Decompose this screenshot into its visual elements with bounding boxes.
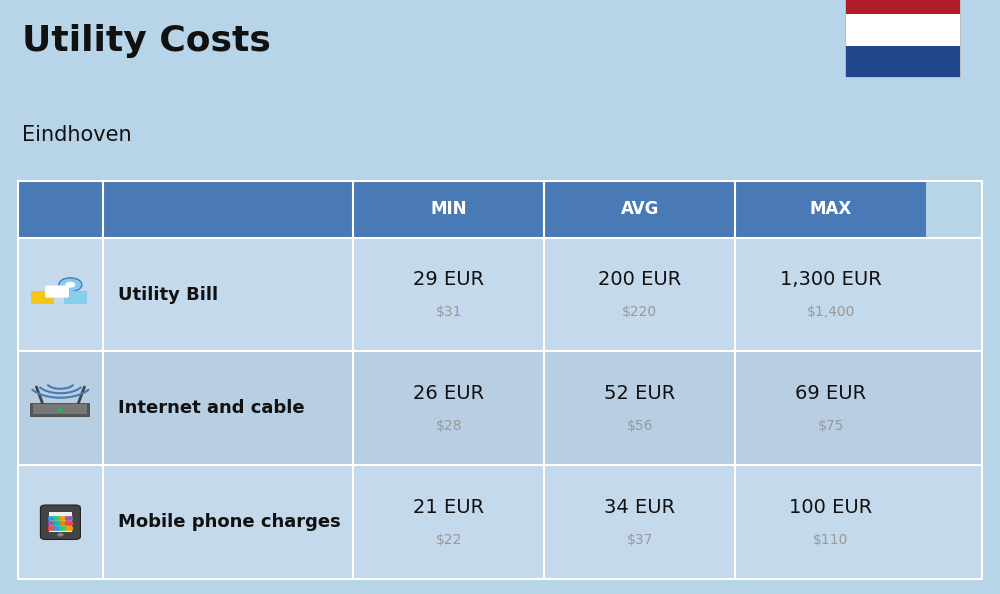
FancyBboxPatch shape bbox=[48, 516, 56, 521]
Text: 26 EUR: 26 EUR bbox=[413, 384, 484, 403]
FancyBboxPatch shape bbox=[54, 516, 62, 521]
FancyBboxPatch shape bbox=[65, 526, 73, 531]
FancyBboxPatch shape bbox=[65, 521, 73, 526]
Text: 69 EUR: 69 EUR bbox=[795, 384, 866, 403]
FancyBboxPatch shape bbox=[65, 516, 73, 521]
Bar bbox=[18, 465, 982, 579]
Text: 29 EUR: 29 EUR bbox=[413, 270, 484, 289]
Text: Internet and cable: Internet and cable bbox=[118, 399, 304, 418]
Text: Mobile phone charges: Mobile phone charges bbox=[118, 513, 341, 531]
Text: $31: $31 bbox=[436, 305, 462, 320]
Text: $37: $37 bbox=[627, 533, 653, 547]
Circle shape bbox=[57, 409, 63, 412]
Text: $75: $75 bbox=[817, 419, 844, 433]
Bar bbox=[845, 14, 960, 46]
Bar bbox=[103, 181, 353, 238]
Bar bbox=[18, 181, 103, 238]
FancyBboxPatch shape bbox=[54, 521, 62, 526]
Bar bbox=[845, 0, 960, 14]
Bar bbox=[49, 513, 72, 532]
Text: Utility Costs: Utility Costs bbox=[22, 24, 271, 58]
Bar bbox=[18, 181, 982, 579]
Text: 52 EUR: 52 EUR bbox=[604, 384, 675, 403]
FancyBboxPatch shape bbox=[45, 286, 69, 298]
Text: 100 EUR: 100 EUR bbox=[789, 498, 872, 517]
Text: 200 EUR: 200 EUR bbox=[598, 270, 681, 289]
FancyBboxPatch shape bbox=[40, 505, 80, 539]
Text: $1,400: $1,400 bbox=[806, 305, 855, 320]
Bar bbox=[30, 403, 90, 417]
Bar bbox=[18, 352, 982, 465]
Bar bbox=[845, 0, 960, 77]
Text: Eindhoven: Eindhoven bbox=[22, 125, 132, 145]
Circle shape bbox=[57, 533, 63, 536]
Circle shape bbox=[59, 278, 82, 292]
Text: $22: $22 bbox=[436, 533, 462, 547]
FancyBboxPatch shape bbox=[59, 516, 67, 521]
Text: Utility Bill: Utility Bill bbox=[118, 286, 218, 304]
Bar bbox=[64, 290, 87, 304]
FancyBboxPatch shape bbox=[59, 521, 67, 526]
FancyBboxPatch shape bbox=[59, 526, 67, 531]
FancyBboxPatch shape bbox=[48, 521, 56, 526]
Text: $28: $28 bbox=[436, 419, 462, 433]
Text: MIN: MIN bbox=[431, 200, 467, 219]
Text: AVG: AVG bbox=[621, 200, 659, 219]
Text: $110: $110 bbox=[813, 533, 848, 547]
Text: $56: $56 bbox=[627, 419, 653, 433]
Bar bbox=[33, 404, 87, 413]
Bar bbox=[735, 181, 926, 238]
Bar bbox=[845, 46, 960, 77]
Bar bbox=[353, 181, 544, 238]
Text: 34 EUR: 34 EUR bbox=[604, 498, 675, 517]
FancyBboxPatch shape bbox=[48, 526, 56, 531]
Text: $220: $220 bbox=[622, 305, 657, 320]
FancyBboxPatch shape bbox=[54, 526, 62, 531]
Bar bbox=[544, 181, 735, 238]
Text: MAX: MAX bbox=[810, 200, 852, 219]
Bar bbox=[31, 290, 54, 304]
Bar bbox=[18, 238, 982, 352]
Text: 21 EUR: 21 EUR bbox=[413, 498, 484, 517]
Circle shape bbox=[65, 282, 75, 287]
Text: 1,300 EUR: 1,300 EUR bbox=[780, 270, 882, 289]
